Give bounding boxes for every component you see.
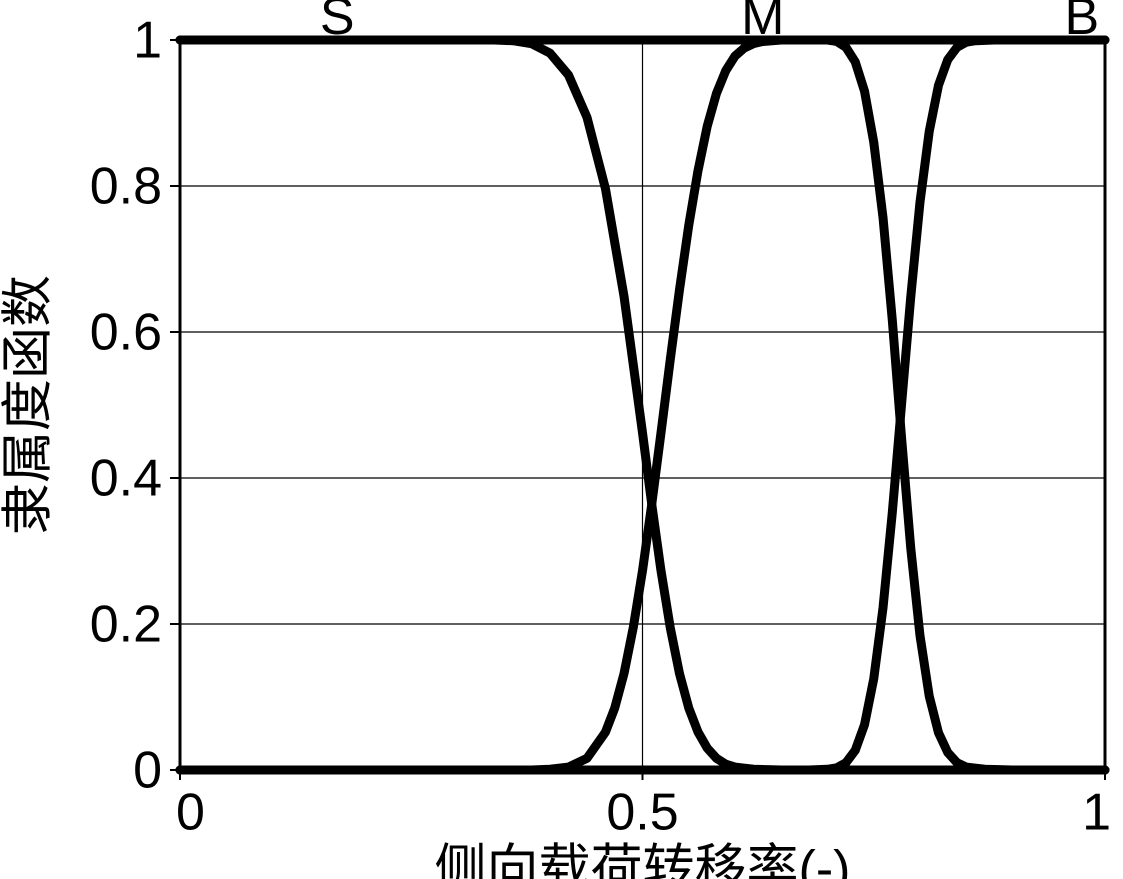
ytick-label: 0.4 xyxy=(90,450,162,508)
xtick-label: 0 xyxy=(176,783,205,841)
xtick-label: 1 xyxy=(1082,783,1111,841)
ytick-label: 0 xyxy=(133,742,162,800)
chart-container: 0 0.5 1 0 0.2 0.4 0.6 0.8 1 侧向载荷转移率(-) 隶属度函数 S M B xyxy=(0,0,1123,879)
ytick-label: 0.8 xyxy=(90,158,162,216)
ytick-label: 0.2 xyxy=(90,596,162,654)
ytick-label: 0.6 xyxy=(90,304,162,362)
chart-bg xyxy=(0,0,1123,879)
series-label: M xyxy=(741,0,784,46)
series-label: B xyxy=(1065,0,1100,46)
xtick-label: 0.5 xyxy=(606,783,678,841)
xlabel: 侧向载荷转移率(-) xyxy=(435,841,851,879)
series-label: S xyxy=(320,0,355,46)
membership-chart: 0 0.5 1 0 0.2 0.4 0.6 0.8 1 侧向载荷转移率(-) 隶属度函数 S M B xyxy=(0,0,1123,879)
ylabel: 隶属度函数 xyxy=(0,275,57,535)
ytick-label: 1 xyxy=(133,12,162,70)
